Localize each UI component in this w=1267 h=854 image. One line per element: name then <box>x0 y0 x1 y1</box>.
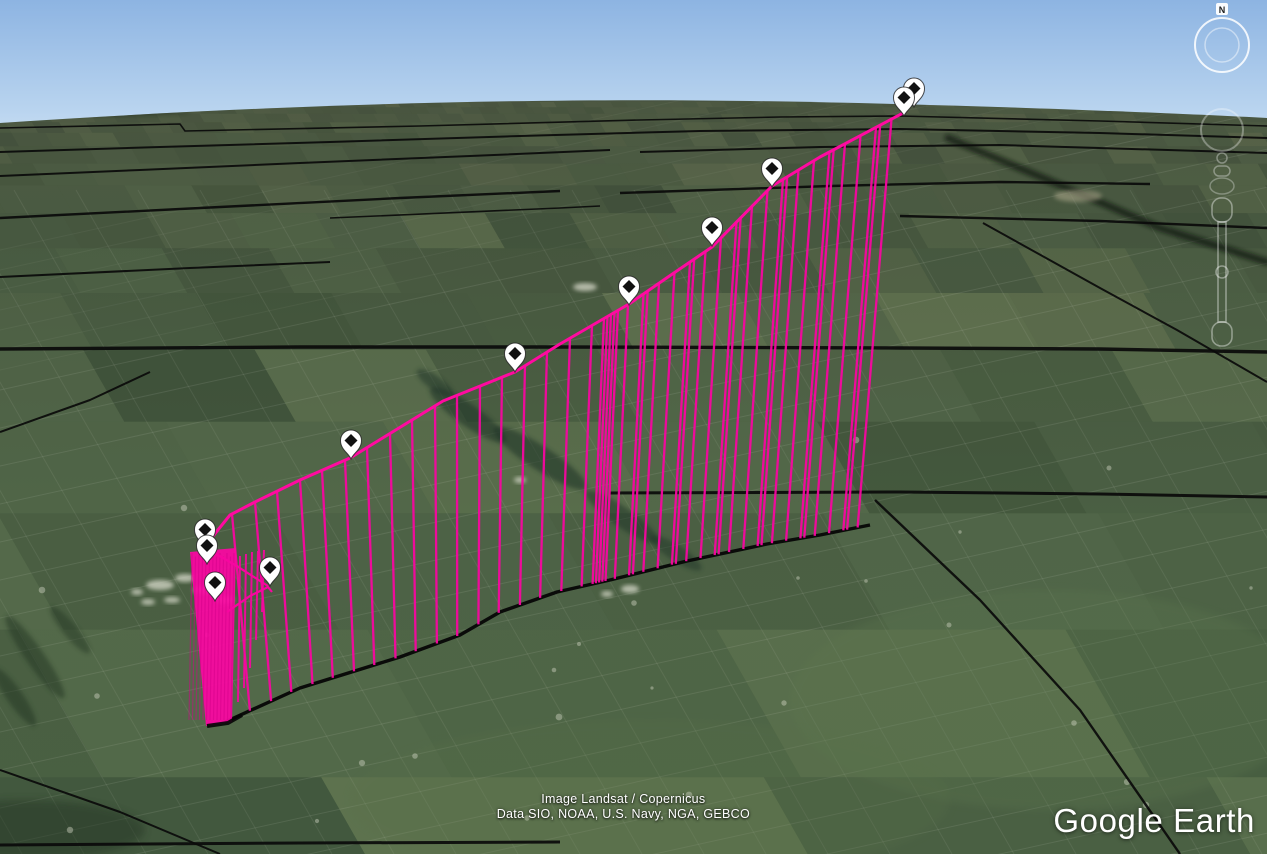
google-earth-window: N Image Landsat / Copernicus Data SIO, N… <box>0 0 1267 854</box>
earth-viewport[interactable]: N <box>0 0 1267 854</box>
compass-north-label: N <box>1219 5 1226 15</box>
google-earth-logo: Google Earth <box>1053 802 1255 840</box>
